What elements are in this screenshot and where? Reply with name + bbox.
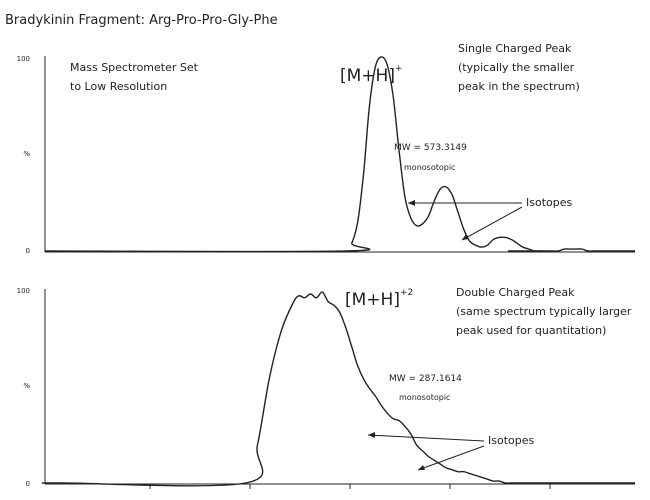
peak-title-2-line-3: peak used for quantitation) [456,324,606,337]
panel-double-charged: 100 % 0 [M+H] +2 Double Charged Peak (sa… [17,286,635,489]
ion-label-1: [M+H] [340,66,395,86]
series-line-single-charged [44,56,635,253]
resolution-note-line-2: to Low Resolution [70,80,167,93]
isotope-arrow-2a [367,434,485,442]
mw-label-1: MW = 573.3149 [394,143,467,153]
ion-label-2: [M+H] [345,290,400,310]
x-ticks-2 [149,484,551,489]
figure-title: Bradykinin Fragment: Arg-Pro-Pro-Gly-Phe [5,13,278,28]
isotope-arrow-2b [417,445,485,471]
resolution-note: Mass Spectrometer Set to Low Resolution [70,61,201,93]
y-tick-100-1: 100 [17,55,30,63]
peak-title-1-line-1: Single Charged Peak [458,42,572,55]
y-tick-pct-2: % [23,382,30,390]
ion-charge-2: +2 [400,288,413,298]
peak-title-2: Double Charged Peak (same spectrum typic… [456,286,635,337]
isotopes-label-1: Isotopes [526,196,572,209]
y-tick-pct-1: % [23,150,30,158]
isotope-arrowhead-2a [368,432,375,438]
peak-title-1-line-2: (typically the smaller [458,61,575,74]
mono-label-1: monosotopic [404,163,455,172]
isotope-arrowhead-2b [418,465,425,470]
isotope-arrowhead-1a [408,200,415,206]
y-tick-0-1: 0 [26,247,30,255]
peak-title-1-line-3: peak in the spectrum) [458,80,580,93]
resolution-note-line-1: Mass Spectrometer Set [70,61,199,74]
ion-charge-1: + [395,64,403,74]
isotope-arrowhead-1b [462,234,469,240]
peak-title-2-line-2: (same spectrum typically larger [456,305,632,318]
panel-single-charged: 100 % 0 Mass Spectrometer Set to Low Res… [17,42,635,255]
y-tick-100-2: 100 [17,287,30,295]
mono-label-2: monosotopic [399,393,450,402]
series-line-double-charged [41,291,635,487]
mw-label-2: MW = 287.1614 [389,374,462,384]
isotopes-label-2: Isotopes [488,434,534,447]
y-tick-0-2: 0 [26,480,30,488]
isotope-arrow-1b [461,206,523,241]
peak-title-2-line-1: Double Charged Peak [456,286,575,299]
peak-title-1: Single Charged Peak (typically the small… [458,42,580,93]
